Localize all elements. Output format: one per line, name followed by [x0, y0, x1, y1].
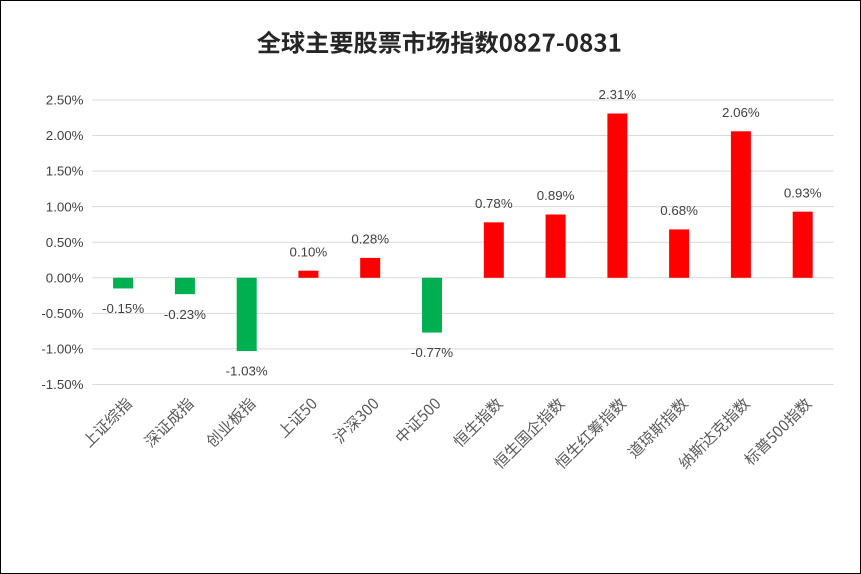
svg-text:0.28%: 0.28%: [351, 232, 389, 247]
svg-text:2.50%: 2.50%: [46, 93, 84, 108]
svg-text:2.06%: 2.06%: [722, 105, 760, 120]
svg-text:-1.00%: -1.00%: [41, 342, 83, 357]
svg-text:1.50%: 1.50%: [46, 164, 84, 179]
svg-text:-1.50%: -1.50%: [41, 377, 83, 392]
svg-text:-0.77%: -0.77%: [411, 345, 453, 360]
svg-text:0.00%: 0.00%: [46, 270, 84, 285]
svg-text:0.78%: 0.78%: [475, 196, 513, 211]
svg-text:-1.03%: -1.03%: [226, 364, 268, 379]
svg-text:1.00%: 1.00%: [46, 199, 84, 214]
svg-text:-0.50%: -0.50%: [41, 306, 83, 321]
svg-text:0.89%: 0.89%: [537, 188, 575, 203]
svg-text:0.10%: 0.10%: [290, 244, 328, 259]
svg-text:0.93%: 0.93%: [784, 185, 822, 200]
svg-text:0.68%: 0.68%: [660, 203, 698, 218]
svg-text:-0.23%: -0.23%: [164, 307, 206, 322]
svg-text:2.31%: 2.31%: [599, 87, 637, 102]
svg-text:2.00%: 2.00%: [46, 128, 84, 143]
svg-text:0.50%: 0.50%: [46, 235, 84, 250]
svg-text:-0.15%: -0.15%: [102, 301, 144, 316]
